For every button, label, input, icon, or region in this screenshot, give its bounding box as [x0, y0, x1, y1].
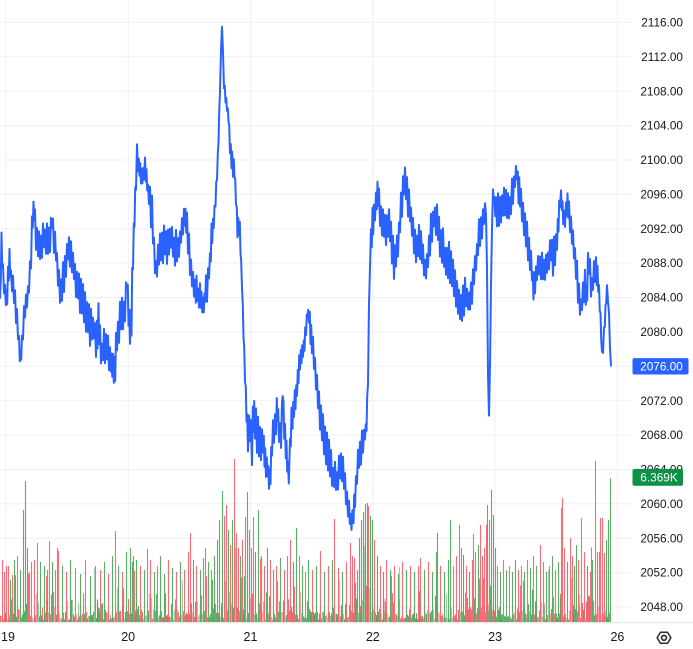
svg-text:2048.00: 2048.00 — [640, 600, 683, 614]
svg-text:2060.00: 2060.00 — [640, 497, 683, 511]
svg-text:2068.00: 2068.00 — [640, 428, 683, 442]
svg-text:2112.00: 2112.00 — [641, 50, 683, 64]
svg-text:19: 19 — [1, 630, 15, 644]
svg-text:2088.00: 2088.00 — [640, 256, 683, 270]
svg-text:23: 23 — [488, 630, 502, 644]
svg-text:2084.00: 2084.00 — [640, 291, 683, 305]
svg-text:2108.00: 2108.00 — [640, 84, 683, 98]
svg-text:2072.00: 2072.00 — [640, 394, 683, 408]
svg-text:26: 26 — [610, 630, 624, 644]
svg-text:2104.00: 2104.00 — [640, 119, 683, 133]
svg-text:2056.00: 2056.00 — [640, 531, 683, 545]
svg-text:2076.00: 2076.00 — [640, 360, 683, 374]
svg-text:21: 21 — [244, 630, 258, 644]
svg-text:2080.00: 2080.00 — [640, 325, 683, 339]
svg-text:20: 20 — [121, 630, 135, 644]
svg-text:2116.00: 2116.00 — [641, 16, 683, 30]
svg-text:2092.00: 2092.00 — [640, 222, 683, 236]
svg-text:2096.00: 2096.00 — [640, 187, 683, 201]
svg-text:2100.00: 2100.00 — [640, 153, 683, 167]
svg-text:22: 22 — [366, 630, 380, 644]
svg-text:6.369K: 6.369K — [640, 471, 678, 485]
svg-text:2052.00: 2052.00 — [640, 566, 683, 580]
